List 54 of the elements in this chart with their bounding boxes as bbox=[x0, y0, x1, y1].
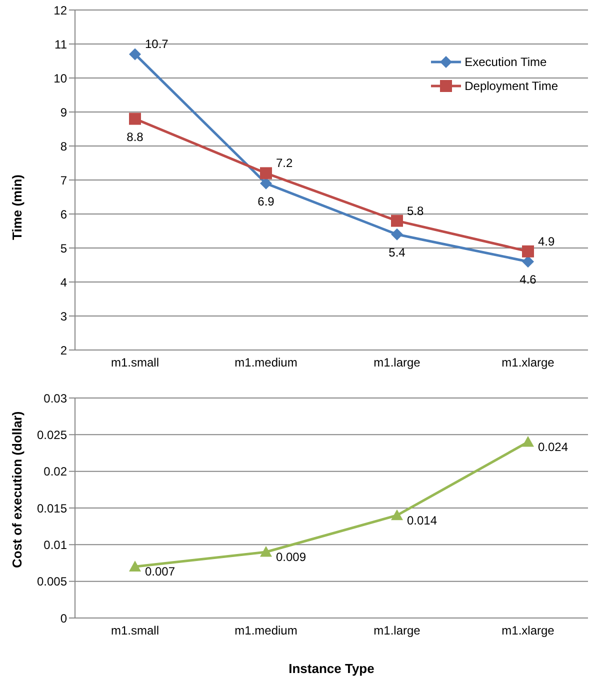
y-tick-label: 0.02 bbox=[44, 464, 68, 479]
y-tick-label: 4 bbox=[60, 275, 68, 290]
data-label: 5.8 bbox=[407, 204, 424, 218]
y-tick-label: 8 bbox=[60, 139, 68, 154]
data-label: 7.2 bbox=[276, 156, 294, 170]
y-tick-label: 5 bbox=[60, 241, 68, 256]
data-label: 5.4 bbox=[388, 245, 406, 260]
y-tick-label: 0.01 bbox=[44, 538, 68, 552]
data-label: 4.6 bbox=[520, 272, 537, 287]
y-tick-label: 9 bbox=[60, 105, 68, 120]
point bbox=[522, 245, 534, 258]
y-tick-label: 10 bbox=[54, 71, 68, 86]
point bbox=[522, 256, 534, 268]
point bbox=[260, 546, 272, 557]
point bbox=[260, 167, 272, 180]
data-label: 0.009 bbox=[276, 550, 306, 564]
data-label: 4.9 bbox=[538, 234, 556, 248]
point bbox=[391, 509, 403, 520]
x-tick-label: m1.medium bbox=[234, 356, 298, 370]
data-label: 0.024 bbox=[538, 440, 568, 454]
y-tick-label: 0.015 bbox=[36, 501, 68, 516]
point bbox=[391, 214, 403, 227]
y-tick-label: 12 bbox=[54, 3, 68, 18]
x-tick-label: m1.xlarge bbox=[502, 624, 555, 638]
legend-label: Deployment Time bbox=[464, 78, 558, 95]
y-tick-label: 11 bbox=[54, 37, 68, 52]
data-label: 6.9 bbox=[258, 194, 275, 208]
x-tick-label: m1.large bbox=[374, 624, 421, 638]
data-label: 10.7 bbox=[145, 37, 169, 52]
x-tick-label: m1.small bbox=[110, 356, 160, 370]
point bbox=[129, 48, 141, 60]
data-label: 8.8 bbox=[126, 130, 144, 144]
point bbox=[129, 560, 141, 572]
data-label: 0.014 bbox=[407, 513, 438, 528]
x-tick-label: m1.large bbox=[374, 356, 421, 370]
x-tick-label: m1.medium bbox=[234, 624, 298, 638]
y-axis-title: Time (min) bbox=[10, 174, 25, 240]
x-tick-label: m1.xlarge bbox=[502, 356, 555, 370]
y-axis-title: Cost of execution (dollar) bbox=[10, 411, 25, 568]
point bbox=[391, 228, 403, 240]
y-tick-label: 0.005 bbox=[36, 574, 68, 589]
y-tick-label: 0.03 bbox=[44, 391, 68, 406]
x-tick-label: m1.small bbox=[110, 624, 160, 638]
y-tick-label: 0.025 bbox=[36, 428, 68, 442]
legend-label: Execution Time bbox=[464, 54, 547, 71]
y-tick-label: 6 bbox=[60, 207, 68, 222]
point bbox=[522, 436, 534, 447]
data-label: 0.007 bbox=[145, 564, 176, 579]
point bbox=[129, 112, 141, 125]
y-tick-label: 7 bbox=[60, 173, 68, 188]
y-tick-label: 2 bbox=[60, 343, 68, 358]
y-tick-label: 0 bbox=[60, 611, 68, 626]
x-axis-title: Instance Type bbox=[288, 661, 374, 676]
y-tick-label: 3 bbox=[60, 309, 68, 324]
